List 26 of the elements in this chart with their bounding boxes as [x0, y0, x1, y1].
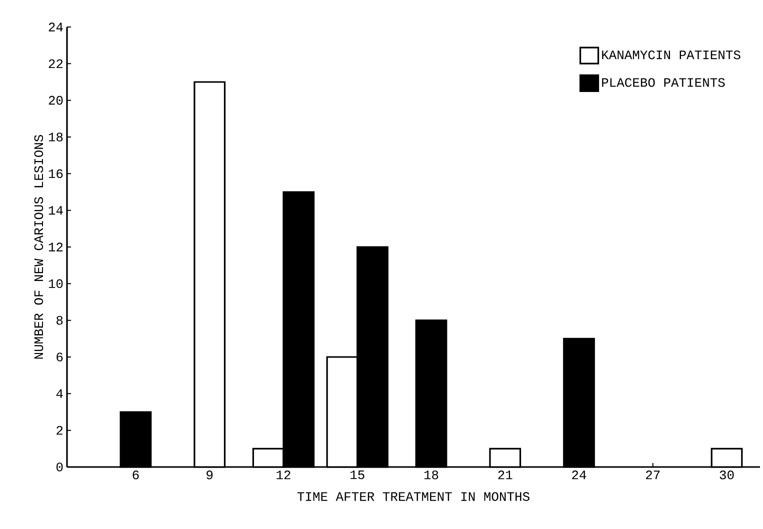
x-tick-label: 18 — [424, 470, 438, 480]
y-axis-title: NUMBER OF NEW CARIOUS LESIONS — [34, 134, 44, 359]
legend-label: PLACEBO PATIENTS — [602, 78, 725, 87]
legend-label: KANAMYCIN PATIENTS — [602, 50, 740, 60]
x-tick-label: 12 — [276, 470, 290, 480]
y-tick-label: 2 — [56, 426, 63, 435]
y-tick-label: 4 — [56, 389, 63, 398]
y-tick-label: 10 — [48, 279, 63, 288]
y-tick-label: 24 — [48, 22, 63, 32]
x-tick-label: 15 — [350, 470, 364, 480]
x-axis-title: TIME AFTER TREATMENT IN MONTHS — [297, 492, 530, 501]
x-tick-label: 21 — [498, 470, 512, 480]
x-tick-label: 30 — [720, 470, 734, 480]
y-tick-label: 16 — [48, 169, 63, 178]
y-tick-label: 22 — [48, 59, 63, 68]
y-tick-label: 18 — [48, 132, 63, 142]
x-tick-label: 9 — [206, 470, 213, 480]
y-tick-label: 20 — [48, 96, 63, 105]
y-tick-label: 14 — [48, 206, 63, 215]
y-tick-label: 8 — [56, 316, 63, 325]
y-tick-label: 6 — [56, 352, 63, 362]
x-tick-label: 27 — [646, 470, 660, 480]
x-tick-label: 6 — [132, 470, 139, 480]
y-tick-label: 0 — [56, 462, 63, 472]
y-tick-label: 12 — [48, 242, 63, 252]
x-tick-label: 24 — [572, 470, 586, 480]
